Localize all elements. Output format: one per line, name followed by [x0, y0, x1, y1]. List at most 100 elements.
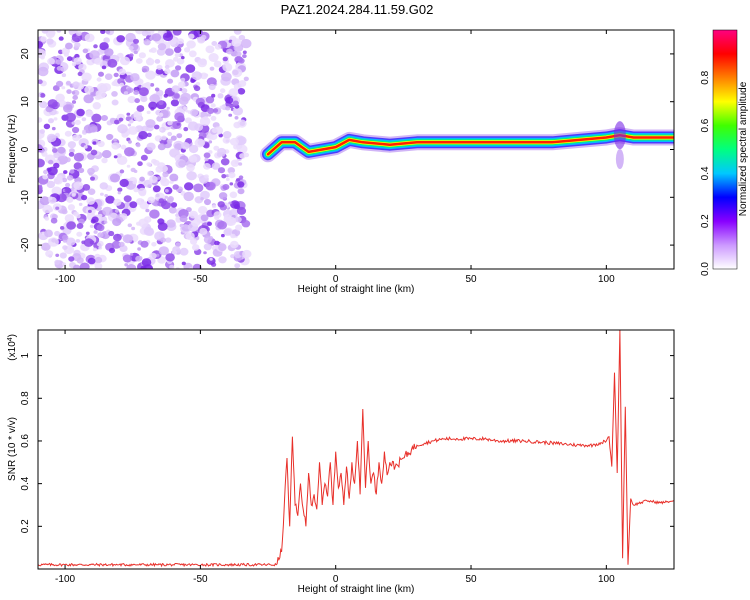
- noise-blob: [225, 177, 230, 181]
- noise-blob: [160, 237, 167, 243]
- noise-blob: [184, 182, 194, 191]
- noise-blob: [243, 76, 249, 82]
- noise-blob: [158, 198, 165, 204]
- noise-blob: [97, 232, 104, 238]
- noise-blob: [95, 89, 106, 99]
- noise-blob: [56, 66, 63, 71]
- noise-blob: [214, 43, 222, 50]
- noise-blob: [234, 263, 241, 269]
- noise-blob: [218, 243, 227, 251]
- noise-blob: [61, 209, 68, 215]
- noise-blob: [127, 140, 132, 144]
- noise-blob: [171, 85, 180, 93]
- x-tick-label: -50: [193, 574, 208, 585]
- noise-blob: [169, 173, 179, 182]
- noise-blob: [204, 174, 209, 179]
- snr-x-axis-title: Height of straight line (km): [298, 584, 415, 595]
- noise-blob: [131, 226, 136, 231]
- noise-blob: [230, 240, 239, 249]
- noise-blob: [48, 207, 54, 213]
- noise-blob: [213, 145, 220, 151]
- snr-series-group: [38, 330, 674, 568]
- noise-blob: [209, 257, 213, 261]
- noise-blob: [158, 246, 169, 256]
- noise-blob: [98, 71, 104, 77]
- noise-blob: [101, 115, 108, 121]
- noise-blob: [79, 262, 90, 269]
- noise-blob: [64, 188, 69, 193]
- noise-blob: [179, 247, 189, 256]
- noise-blob: [59, 252, 67, 259]
- snr-y-multiplier-exp: 4: [7, 337, 14, 341]
- noise-blob: [133, 38, 139, 44]
- noise-blob: [55, 253, 60, 257]
- noise-blob: [143, 39, 151, 46]
- noise-blob: [230, 200, 240, 209]
- noise-blob: [98, 246, 103, 250]
- noise-blob: [44, 216, 50, 221]
- noise-blob: [50, 217, 58, 224]
- noise-blob: [149, 252, 157, 260]
- noise-blob: [152, 185, 161, 193]
- noise-blob: [76, 108, 85, 117]
- noise-blob: [149, 94, 160, 104]
- noise-blob: [107, 58, 118, 68]
- colorbar-tick-label: 0.6: [700, 118, 711, 132]
- noise-blob: [199, 227, 208, 236]
- noise-blob: [228, 88, 239, 97]
- noise-blob: [170, 99, 179, 107]
- noise-blob: [155, 166, 163, 173]
- noise-blob: [111, 81, 118, 87]
- noise-blob: [205, 181, 216, 191]
- noise-blob: [56, 30, 62, 33]
- noise-blob: [211, 162, 221, 170]
- noise-blob: [136, 78, 144, 85]
- noise-blob: [177, 81, 186, 89]
- noise-blob: [165, 253, 175, 262]
- y-tick-label: 0.6: [20, 434, 31, 448]
- noise-blob: [176, 57, 185, 65]
- noise-blob: [170, 135, 177, 141]
- noise-blob: [180, 77, 186, 82]
- noise-blob: [238, 162, 243, 166]
- noise-blob: [187, 121, 199, 131]
- noise-blob: [232, 106, 243, 116]
- noise-blob: [157, 43, 167, 51]
- noise-blob: [126, 264, 137, 269]
- noise-blob: [221, 174, 227, 179]
- noise-blob: [185, 64, 196, 73]
- noise-blob: [164, 64, 170, 70]
- noise-blob: [226, 48, 233, 55]
- noise-blob: [149, 175, 158, 184]
- noise-blob: [165, 237, 172, 243]
- spectrogram-x-ticks: -100 -50 0 50 100: [55, 30, 615, 285]
- noise-blob: [39, 129, 45, 134]
- colorbar-tick-label: 0.4: [700, 166, 711, 180]
- noise-blob: [92, 247, 97, 252]
- noise-blob: [89, 240, 95, 245]
- noise-blob: [190, 238, 198, 245]
- noise-blob: [175, 242, 181, 247]
- noise-blob: [213, 60, 222, 68]
- y-tick-label: 20: [20, 48, 31, 60]
- noise-blob: [106, 133, 114, 141]
- noise-blob: [175, 65, 182, 71]
- noise-blob: [151, 33, 162, 42]
- noise-blob: [229, 182, 234, 186]
- noise-blob: [225, 216, 237, 226]
- noise-blob: [129, 53, 134, 58]
- noise-blob: [238, 34, 246, 41]
- noise-blob: [92, 141, 97, 145]
- noise-blob: [66, 89, 72, 94]
- noise-blob: [203, 236, 212, 244]
- noise-blob: [236, 206, 247, 215]
- noise-blob: [97, 83, 107, 92]
- noise-blob: [138, 52, 146, 59]
- noise-blob: [38, 185, 43, 191]
- noise-blob: [99, 42, 109, 51]
- noise-blob: [169, 264, 175, 269]
- noise-blob: [78, 202, 83, 206]
- noise-blob: [221, 233, 225, 238]
- noise-blob: [65, 80, 71, 86]
